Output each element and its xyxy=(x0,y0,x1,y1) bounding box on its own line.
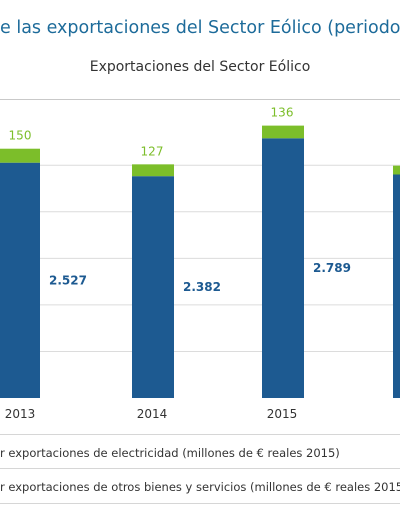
x-tick-label-2015: 2015 xyxy=(267,407,298,421)
legend-divider xyxy=(0,434,400,435)
title-divider xyxy=(0,99,400,100)
data-label-other-goods-2013: 150 xyxy=(9,129,32,143)
legend-item-other-goods: r exportaciones de otros bienes y servic… xyxy=(0,480,400,494)
legend-item-electricity-label: r exportaciones de electricidad (millone… xyxy=(0,446,340,460)
data-label-electricity-2015: 2.789 xyxy=(313,261,351,275)
chart-title: Exportaciones del Sector Eólico xyxy=(89,59,311,75)
legend-item-electricity: r exportaciones de electricidad (millone… xyxy=(0,446,340,460)
data-label-electricity-2014: 2.382 xyxy=(183,280,221,294)
data-label-other-goods-2015: 136 xyxy=(271,106,294,120)
x-tick-label-2013: 2013 xyxy=(5,407,36,421)
bar-other-goods-2014 xyxy=(132,164,174,177)
bar-other-goods-2016 xyxy=(393,165,400,175)
bar-electricity-2014 xyxy=(132,176,174,398)
bar-electricity-2016 xyxy=(393,174,400,398)
data-label-electricity-2013: 2.527 xyxy=(49,273,87,287)
bar-electricity-2015 xyxy=(262,138,304,399)
legend-divider xyxy=(0,503,400,504)
bar-electricity-2013 xyxy=(0,162,40,398)
bar-other-goods-2013 xyxy=(0,148,40,163)
legend-divider xyxy=(0,468,400,469)
data-label-other-goods-2014: 127 xyxy=(141,144,164,158)
legend-item-other-goods-label: r exportaciones de otros bienes y servic… xyxy=(0,480,400,494)
page-title: e las exportaciones del Sector Eólico (p… xyxy=(0,18,400,38)
x-tick-label-2014: 2014 xyxy=(137,407,168,421)
bar-other-goods-2015 xyxy=(262,125,304,139)
